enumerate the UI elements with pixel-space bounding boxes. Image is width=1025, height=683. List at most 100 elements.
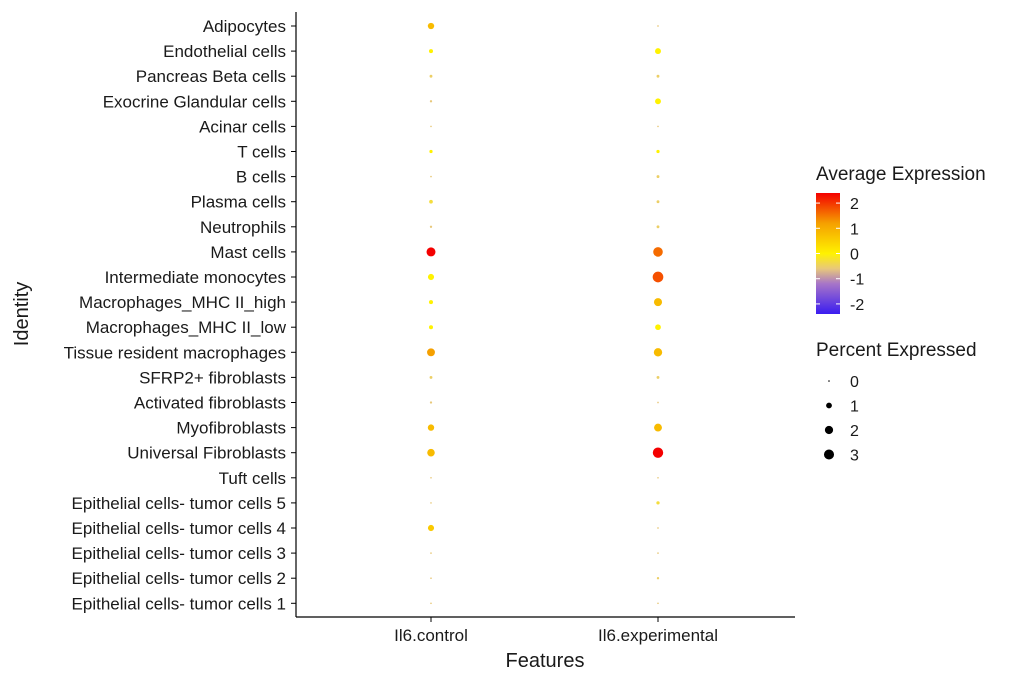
y-tick-label: Pancreas Beta cells [136, 67, 286, 86]
dot-point [428, 300, 434, 305]
dot-point [656, 501, 660, 505]
size-legend-label: 3 [850, 448, 859, 465]
dot-point [655, 98, 661, 105]
dot-point [427, 424, 435, 431]
size-legend-items: 0 1 2 3 [823, 374, 859, 465]
color-legend-tick-label: 1 [850, 221, 859, 238]
dot-point [430, 577, 432, 580]
dot-point [656, 375, 660, 379]
dot-point [429, 401, 433, 404]
color-legend-tick-label: 0 [850, 247, 859, 264]
color-legend-tick-label: -1 [850, 272, 864, 289]
dot-point [657, 401, 659, 404]
dot-point [427, 348, 435, 357]
dot-point [653, 348, 663, 357]
dot-point [653, 298, 663, 307]
y-tick-label: Exocrine Glandular cells [103, 92, 286, 111]
dot-point [655, 48, 661, 55]
dot-point [430, 552, 432, 554]
dot-point [428, 49, 434, 54]
y-tick-label: B cells [236, 168, 286, 187]
dot-point [654, 423, 662, 432]
y-tick-label: Intermediate monocytes [105, 268, 286, 287]
dot-point [652, 271, 664, 283]
dot-point [656, 175, 660, 179]
data-points [426, 22, 664, 605]
size-legend: Percent Expressed 0 1 2 3 [816, 340, 977, 465]
dot-point [657, 25, 659, 27]
dot-point [657, 552, 659, 554]
size-legend-dot [826, 402, 832, 409]
dot-point [656, 200, 660, 204]
x-tick-label: Il6.experimental [598, 626, 718, 645]
dot-point [429, 100, 433, 103]
y-tick-label: Epithelial cells- tumor cells 5 [72, 494, 286, 513]
x-axis-title: Features [506, 650, 585, 672]
dot-point [657, 527, 659, 529]
dot-point [427, 524, 435, 532]
dot-point [652, 447, 664, 458]
x-ticks: Il6.control Il6.experimental [394, 617, 718, 645]
size-legend-label: 2 [850, 423, 859, 440]
color-legend-title: Average Expression [816, 164, 986, 185]
y-tick-label: Acinar cells [199, 117, 286, 136]
dot-point [427, 448, 435, 457]
color-legend: Average Expression 2 1 0 -1 -2 [816, 164, 986, 314]
y-ticks: Adipocytes Endothelial cells Pancreas Beta… [64, 17, 296, 613]
y-tick-label: Tuft cells [219, 469, 286, 488]
dot-point [430, 477, 432, 479]
y-tick-label: Macrophages_MHC II_high [79, 293, 286, 312]
color-legend-ticks: 2 1 0 -1 -2 [816, 196, 864, 314]
y-tick-label: Macrophages_MHC II_low [86, 318, 287, 337]
dot-point [657, 125, 659, 128]
y-tick-label: Universal Fibroblasts [127, 444, 286, 463]
dot-point [656, 577, 660, 580]
dot-point [426, 247, 436, 257]
dot-point [427, 22, 435, 30]
color-legend-tick-label: 2 [850, 196, 859, 213]
y-axis-title: Identity [11, 282, 33, 346]
dot-point [430, 602, 432, 605]
y-tick-label: Activated fibroblasts [134, 394, 286, 413]
dot-point [428, 325, 434, 330]
dot-point [657, 602, 659, 605]
dot-point [429, 74, 433, 78]
y-tick-label: Mast cells [210, 243, 286, 262]
dot-point [655, 324, 661, 331]
dot-point [656, 225, 660, 229]
x-tick-label: Il6.control [394, 626, 468, 645]
y-tick-label: Myofibroblasts [176, 419, 286, 438]
dot-point [429, 375, 433, 379]
y-tick-label: Adipocytes [203, 17, 286, 36]
color-legend-tick-label: -2 [850, 297, 864, 314]
y-tick-label: SFRP2+ fibroblasts [139, 368, 286, 387]
y-tick-label: Epithelial cells- tumor cells 2 [72, 569, 286, 588]
dot-point [429, 149, 433, 154]
size-legend-dot [824, 425, 834, 435]
dot-point [656, 149, 660, 154]
y-tick-label: Endothelial cells [163, 42, 286, 61]
y-tick-label: Neutrophils [200, 218, 286, 237]
y-tick-label: Plasma cells [191, 193, 286, 212]
size-legend-dot [823, 449, 835, 460]
y-tick-label: Epithelial cells- tumor cells 3 [72, 544, 286, 563]
dot-point [430, 175, 432, 178]
size-legend-label: 0 [850, 374, 859, 391]
y-tick-label: Epithelial cells- tumor cells 4 [72, 519, 286, 538]
dot-point [429, 225, 433, 228]
dot-point [430, 502, 432, 504]
dot-point [429, 199, 433, 204]
size-legend-label: 1 [850, 399, 859, 416]
dot-point [657, 477, 659, 479]
dot-point [653, 247, 663, 257]
y-tick-label: Epithelial cells- tumor cells 1 [72, 594, 286, 613]
size-legend-title: Percent Expressed [816, 340, 977, 361]
y-tick-label: Tissue resident macrophages [64, 343, 286, 362]
dot-point [427, 273, 435, 281]
y-tick-label: T cells [237, 143, 286, 162]
size-legend-dot [828, 380, 830, 382]
axes [295, 12, 795, 618]
dot-point [430, 125, 432, 128]
dot-point [656, 74, 660, 78]
